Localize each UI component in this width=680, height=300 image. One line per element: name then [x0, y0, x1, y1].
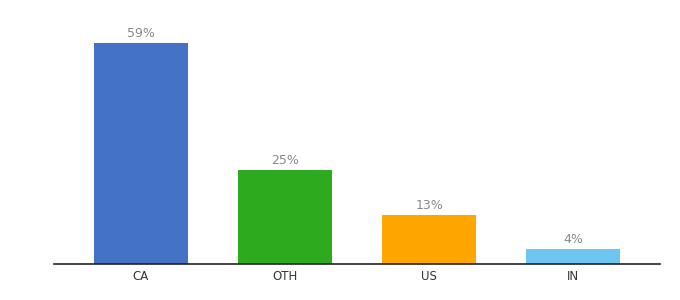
Bar — [526, 249, 620, 264]
Text: 4%: 4% — [563, 233, 583, 246]
Text: 25%: 25% — [271, 154, 299, 167]
Bar — [238, 170, 332, 264]
Text: 59%: 59% — [127, 27, 155, 40]
Bar — [94, 43, 188, 264]
Bar — [382, 215, 476, 264]
Text: 13%: 13% — [415, 199, 443, 212]
